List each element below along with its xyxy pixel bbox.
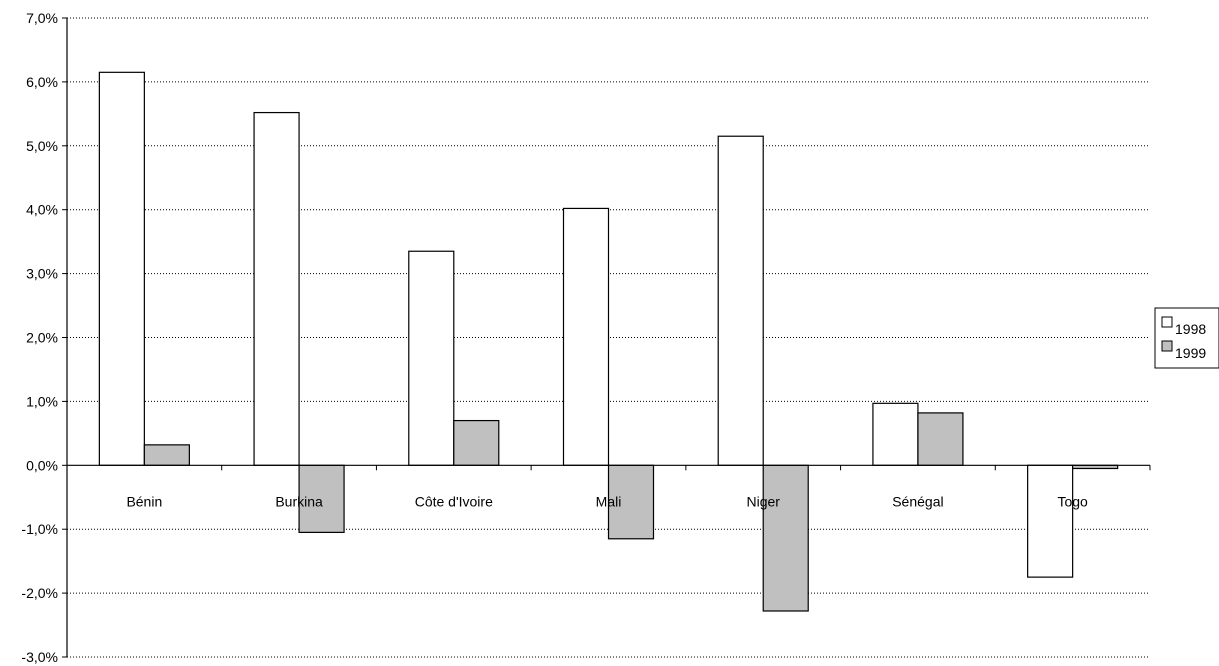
bar-1998-5 xyxy=(872,402,919,466)
bar-1999-3 xyxy=(607,464,655,540)
category-label: Mali xyxy=(596,493,622,509)
category-labels: Bénin Burkina Côte d'Ivoire Mali Niger Sénéga… xyxy=(126,493,1088,509)
y-tick-label: 2,0% xyxy=(26,330,58,346)
y-tick-label: 7,0% xyxy=(26,10,58,26)
bar-1998-1 xyxy=(253,111,300,466)
y-tick-label: -1,0% xyxy=(21,521,58,537)
gridlines xyxy=(67,17,1150,658)
y-tick-label: 6,0% xyxy=(26,74,58,90)
bar-1999-5 xyxy=(917,412,964,466)
bar-1998-3 xyxy=(562,207,610,466)
y-tick-label: 5,0% xyxy=(26,138,58,154)
bar-1998-4 xyxy=(717,135,764,466)
bar-1999-4 xyxy=(762,464,809,612)
y-tick-label: 1,0% xyxy=(26,393,58,409)
legend-swatch-1999 xyxy=(1161,340,1173,352)
legend: 1998 1999 xyxy=(1154,307,1219,369)
category-label: Sénégal xyxy=(892,493,943,509)
category-label: Bénin xyxy=(126,493,162,509)
bar-1998-2 xyxy=(408,250,455,466)
category-label: Côte d'Ivoire xyxy=(415,493,493,509)
y-tick-label: 4,0% xyxy=(26,202,58,218)
bar-1998-0 xyxy=(98,71,145,466)
bar-1998-6 xyxy=(1027,464,1074,578)
category-label: Burkina xyxy=(275,493,323,509)
y-tick-label: -3,0% xyxy=(21,649,58,665)
bar-1999-2 xyxy=(453,419,500,466)
category-label: Togo xyxy=(1057,493,1088,509)
bar-1999-1 xyxy=(298,464,345,533)
y-tick-label: 3,0% xyxy=(26,266,58,282)
y-tick-labels: 7,0% 6,0% 5,0% 4,0% 3,0% 2,0% 1,0% 0,0% -1,0% -2,… xyxy=(21,10,58,665)
legend-swatch-1998 xyxy=(1161,316,1173,328)
bars xyxy=(98,71,1119,612)
axes xyxy=(62,17,1151,658)
y-tick-label: -2,0% xyxy=(21,585,58,601)
bar-1999-0 xyxy=(143,444,190,466)
y-tick-label: 0,0% xyxy=(26,457,58,473)
legend-label-1999: 1999 xyxy=(1175,345,1206,361)
category-label: Niger xyxy=(746,493,780,509)
legend-label-1998: 1998 xyxy=(1175,321,1206,337)
